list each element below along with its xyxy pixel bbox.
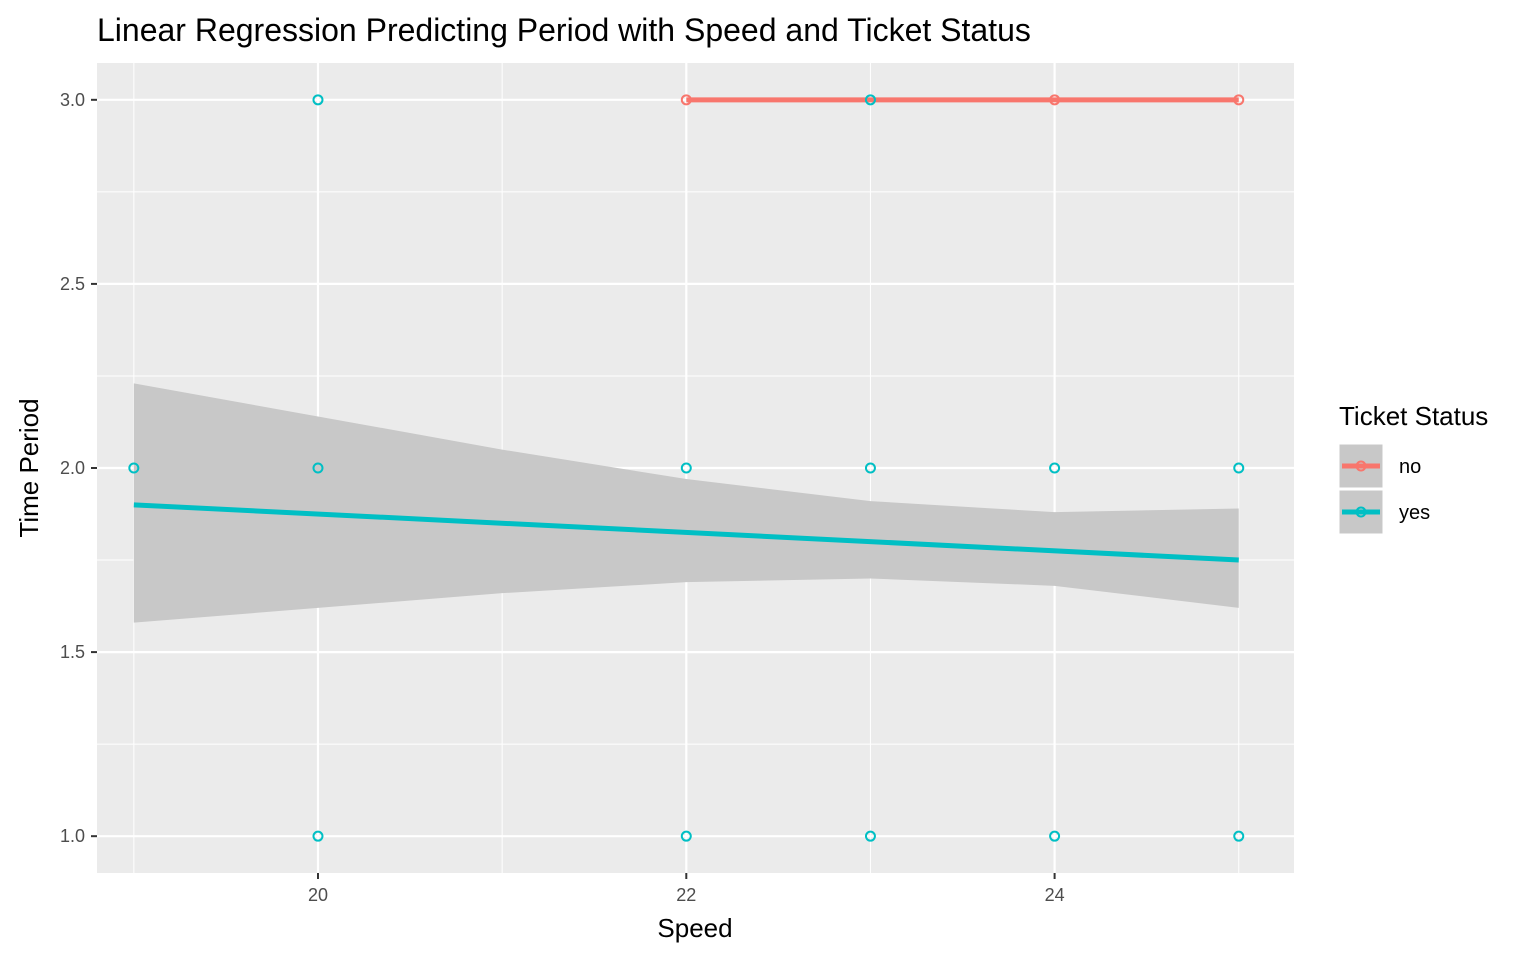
y-tick-label: 2.5	[60, 274, 85, 294]
legend-title: Ticket Status	[1339, 401, 1488, 431]
chart-title: Linear Regression Predicting Period with…	[97, 12, 1031, 48]
data-point-yes	[680, 830, 692, 842]
data-point-no	[1233, 94, 1245, 106]
y-axis-title: Time Period	[14, 398, 44, 537]
y-tick-label: 2.0	[60, 458, 85, 478]
data-point-yes	[864, 830, 876, 842]
legend-entry-yes: yes	[1338, 489, 1430, 535]
data-point-yes	[1233, 462, 1245, 474]
legend: Ticket Status no yes	[1338, 401, 1488, 535]
data-point-no	[1049, 94, 1061, 106]
x-tick-label: 22	[676, 885, 696, 905]
grid-lines	[97, 63, 1294, 873]
y-axis-ticks: 1.0 1.5 2.0 2.5 3.0	[60, 90, 97, 846]
y-tick-label: 1.5	[60, 642, 85, 662]
legend-key-point	[1355, 506, 1367, 518]
x-tick-label: 20	[308, 885, 328, 905]
x-axis-ticks: 20 22 24	[308, 873, 1065, 905]
data-point-yes	[1233, 830, 1245, 842]
data-point-yes	[680, 462, 692, 474]
y-tick-label: 1.0	[60, 826, 85, 846]
data-points	[128, 94, 1245, 842]
data-point-yes	[312, 462, 324, 474]
confidence-bands	[133, 383, 1239, 623]
data-point-yes	[312, 94, 324, 106]
data-point-yes	[128, 462, 140, 474]
y-tick-label: 3.0	[60, 90, 85, 110]
data-point-yes	[864, 462, 876, 474]
data-point-yes	[864, 94, 876, 106]
legend-label: yes	[1399, 502, 1430, 524]
legend-label: no	[1399, 456, 1421, 478]
data-point-yes	[1049, 830, 1061, 842]
legend-entries: no yes	[1338, 443, 1430, 535]
confidence-band-yes	[133, 383, 1239, 623]
data-point-no	[680, 94, 692, 106]
legend-entry-no: no	[1338, 443, 1421, 489]
fit-lines	[133, 97, 1239, 563]
x-axis-title: Speed	[657, 913, 732, 943]
data-point-yes	[312, 830, 324, 842]
fit-line-yes	[133, 502, 1239, 563]
legend-key-point	[1355, 460, 1367, 472]
data-point-yes	[1049, 462, 1061, 474]
x-tick-label: 24	[1045, 885, 1065, 905]
